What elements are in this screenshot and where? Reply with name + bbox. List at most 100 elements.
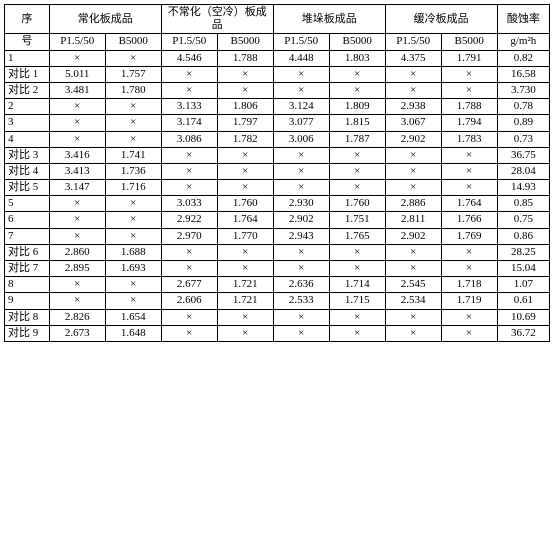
table-row: 对比 82.8261.654××××××10.69 <box>5 309 550 325</box>
header-group-3: 堆垛板成品 <box>273 5 385 34</box>
cell: × <box>329 147 385 163</box>
cell: 1.764 <box>441 196 497 212</box>
cell: × <box>385 309 441 325</box>
cell: 2.860 <box>49 244 105 260</box>
cell: 15.04 <box>497 261 549 277</box>
cell: × <box>273 163 329 179</box>
cell: 1.688 <box>105 244 161 260</box>
cell: 1.770 <box>217 228 273 244</box>
cell: × <box>49 99 105 115</box>
cell: 2.606 <box>161 293 217 309</box>
header-seq: 序 <box>5 5 50 34</box>
cell: × <box>441 180 497 196</box>
header-seq-2: 号 <box>5 34 50 50</box>
table-row: 8××2.6771.7212.6361.7142.5451.7181.07 <box>5 277 550 293</box>
table-row: 对比 43.4131.736××××××28.04 <box>5 163 550 179</box>
cell: 36.72 <box>497 325 549 341</box>
row-label: 对比 4 <box>5 163 50 179</box>
cell: × <box>217 163 273 179</box>
cell: 0.61 <box>497 293 549 309</box>
cell: 1.721 <box>217 293 273 309</box>
table-row: 对比 92.6731.648××××××36.72 <box>5 325 550 341</box>
cell: × <box>441 261 497 277</box>
cell: 2.930 <box>273 196 329 212</box>
cell: 2.886 <box>385 196 441 212</box>
cell: 1.797 <box>217 115 273 131</box>
cell: × <box>217 147 273 163</box>
cell: 36.75 <box>497 147 549 163</box>
cell: 1.760 <box>217 196 273 212</box>
cell: × <box>273 180 329 196</box>
table-row: 对比 72.8951.693××××××15.04 <box>5 261 550 277</box>
cell: × <box>385 163 441 179</box>
cell: 3.413 <box>49 163 105 179</box>
cell: × <box>441 244 497 260</box>
cell: 0.82 <box>497 50 549 66</box>
cell: × <box>161 180 217 196</box>
cell: 1.764 <box>217 212 273 228</box>
cell: 3.730 <box>497 82 549 98</box>
cell: 0.89 <box>497 115 549 131</box>
cell: × <box>161 82 217 98</box>
cell: 1.693 <box>105 261 161 277</box>
cell: × <box>273 325 329 341</box>
cell: × <box>329 82 385 98</box>
cell: × <box>385 244 441 260</box>
header-sub-4a: P1.5/50 <box>385 34 441 50</box>
table-row: 对比 33.4161.741××××××36.75 <box>5 147 550 163</box>
cell: 3.086 <box>161 131 217 147</box>
cell: × <box>329 261 385 277</box>
cell: 1.815 <box>329 115 385 131</box>
cell: 16.58 <box>497 66 549 82</box>
cell: 3.481 <box>49 82 105 98</box>
header-group-1: 常化板成品 <box>49 5 161 34</box>
row-label: 1 <box>5 50 50 66</box>
cell: 2.938 <box>385 99 441 115</box>
cell: × <box>441 147 497 163</box>
row-label: 7 <box>5 228 50 244</box>
cell: 28.04 <box>497 163 549 179</box>
cell: 4.448 <box>273 50 329 66</box>
row-label: 9 <box>5 293 50 309</box>
row-label: 3 <box>5 115 50 131</box>
cell: 1.07 <box>497 277 549 293</box>
cell: 1.714 <box>329 277 385 293</box>
cell: × <box>49 131 105 147</box>
cell: 2.902 <box>385 228 441 244</box>
row-label: 6 <box>5 212 50 228</box>
cell: 2.826 <box>49 309 105 325</box>
table-row: 7××2.9701.7702.9431.7652.9021.7690.86 <box>5 228 550 244</box>
cell: 14.93 <box>497 180 549 196</box>
cell: 1.783 <box>441 131 497 147</box>
cell: × <box>217 325 273 341</box>
cell: × <box>161 147 217 163</box>
cell: 2.922 <box>161 212 217 228</box>
cell: 1.715 <box>329 293 385 309</box>
cell: 1.782 <box>217 131 273 147</box>
header-sub-2a: P1.5/50 <box>161 34 217 50</box>
row-label: 对比 1 <box>5 66 50 82</box>
cell: 1.769 <box>441 228 497 244</box>
cell: × <box>273 82 329 98</box>
cell: × <box>217 244 273 260</box>
header-sub-1b: B5000 <box>105 34 161 50</box>
table-row: 对比 23.4811.780××××××3.730 <box>5 82 550 98</box>
table-row: 4××3.0861.7823.0061.7872.9021.7830.73 <box>5 131 550 147</box>
cell: 1.803 <box>329 50 385 66</box>
cell: 1.780 <box>105 82 161 98</box>
cell: × <box>161 244 217 260</box>
table-row: 6××2.9221.7642.9021.7512.8111.7660.75 <box>5 212 550 228</box>
cell: 3.147 <box>49 180 105 196</box>
cell: 2.895 <box>49 261 105 277</box>
header-rate-1: 酸蚀率 <box>497 5 549 34</box>
cell: × <box>329 66 385 82</box>
row-label: 对比 9 <box>5 325 50 341</box>
table-row: 1××4.5461.7884.4481.8034.3751.7910.82 <box>5 50 550 66</box>
cell: × <box>161 66 217 82</box>
cell: × <box>273 244 329 260</box>
cell: × <box>49 50 105 66</box>
header-seq-1: 序 <box>21 13 32 25</box>
cell: 2.534 <box>385 293 441 309</box>
table-row: 对比 62.8601.688××××××28.25 <box>5 244 550 260</box>
row-label: 对比 5 <box>5 180 50 196</box>
